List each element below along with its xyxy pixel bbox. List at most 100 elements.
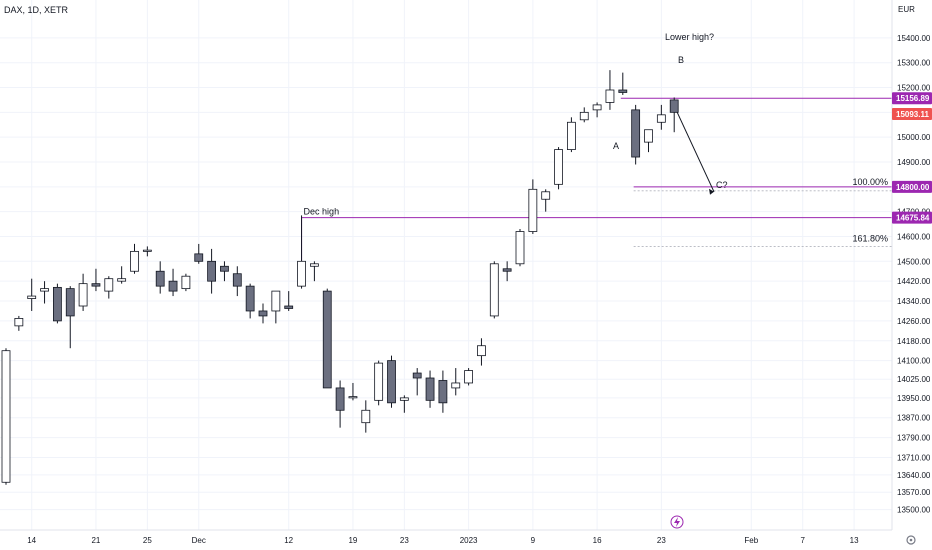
candle-body (232, 273, 242, 287)
time-tick-label: 7 (800, 536, 805, 545)
candle-body (309, 263, 319, 267)
candle-body (669, 99, 679, 113)
candle-body (528, 188, 538, 232)
candle (605, 70, 615, 110)
time-tick-label: Feb (744, 536, 758, 545)
candle (207, 248, 217, 294)
price-badge-fib-100-bg (892, 180, 932, 193)
fib-161-label: 161.80% (852, 233, 888, 243)
price-tick-label: 13640.00 (897, 471, 931, 480)
candle (78, 273, 88, 311)
wave-a-label: A (613, 141, 619, 151)
candle-body (605, 89, 615, 103)
price-tick-label: 14500.00 (897, 257, 931, 266)
price-tick-label: 14420.00 (897, 277, 931, 286)
candle (412, 368, 422, 396)
candle-body (130, 250, 139, 272)
candle (515, 229, 525, 267)
price-tick-label: 13710.00 (897, 453, 931, 462)
candle (438, 370, 448, 413)
candle-body (40, 288, 49, 292)
candle (40, 281, 49, 304)
candle-body (361, 409, 371, 424)
candle (644, 129, 653, 153)
candle (477, 338, 486, 366)
candle (194, 243, 204, 264)
grid (0, 0, 892, 530)
candle-body (374, 362, 384, 401)
price-tick-label: 15200.00 (897, 84, 931, 93)
price-tick-label: 15300.00 (897, 59, 931, 68)
wave-c-label: C? (716, 180, 728, 190)
candle-body (425, 377, 435, 401)
candle (104, 276, 114, 299)
candle (579, 107, 589, 123)
candle (592, 102, 602, 118)
candle-body (142, 249, 152, 252)
candle (451, 368, 461, 396)
candle (297, 215, 306, 289)
price-badge-b-level: 15156.89 (896, 94, 930, 103)
candle-body (387, 360, 396, 404)
candle-body (91, 283, 101, 287)
candle (271, 290, 281, 324)
candle (14, 315, 24, 331)
candle-body (297, 260, 306, 287)
price-tick-label: 14180.00 (897, 337, 931, 346)
candle-body (656, 114, 666, 123)
candle-body (53, 286, 62, 322)
candles (1, 70, 679, 485)
candle-body (1, 350, 11, 483)
price-badge-current: 15093.11 (896, 110, 929, 119)
candle-body (399, 397, 409, 401)
candle-body (104, 278, 114, 292)
lightning-icon[interactable] (670, 515, 684, 529)
time-tick-label: 12 (284, 536, 293, 545)
fib-100-label: 100.00% (852, 177, 888, 187)
price-tick-label: 14340.00 (897, 297, 931, 306)
candle-body (644, 129, 653, 143)
candle-body (464, 370, 474, 384)
price-badge-b-level-bg (892, 92, 932, 105)
candle-body (207, 260, 217, 282)
candle (541, 189, 551, 212)
candle-body (220, 265, 229, 272)
candle-body (567, 121, 576, 150)
candle-body (271, 290, 281, 312)
price-tick-label: 13870.00 (897, 414, 931, 423)
candle-body (477, 345, 486, 357)
time-tick-label: 13 (850, 536, 859, 545)
price-tick-label: 13950.00 (897, 394, 931, 403)
price-tick-label: 14025.00 (897, 375, 931, 384)
candle (554, 147, 563, 190)
candle (631, 104, 641, 165)
price-axis[interactable] (892, 0, 932, 530)
time-tick-label: 23 (657, 536, 666, 545)
dec-high-label: Dec high (304, 207, 340, 217)
candle (181, 273, 191, 292)
price-tick-label: 15400.00 (897, 34, 931, 43)
price-tick-label: 15000.00 (897, 133, 931, 142)
gear-icon[interactable] (906, 535, 916, 545)
candle (142, 246, 152, 257)
candle (309, 261, 319, 282)
time-tick-label: 25 (143, 536, 152, 545)
candle-body (515, 231, 525, 265)
candle-body (155, 270, 165, 287)
candle-body (27, 295, 37, 299)
candle (399, 395, 409, 413)
candle-body (579, 111, 589, 121)
time-tick-label: Dec (192, 536, 206, 545)
time-axis-ticks[interactable]: 14 21 25 Dec 12 19 23 2023 9 16 23 Feb 7 13 (27, 536, 859, 545)
candle-body (348, 396, 358, 399)
time-tick-label: 23 (400, 536, 409, 545)
candle (130, 243, 139, 274)
candle (656, 104, 666, 130)
candle (528, 179, 538, 234)
candle-body (284, 305, 294, 309)
candle-body (78, 283, 88, 307)
candle-body (451, 382, 461, 389)
candle (1, 348, 11, 485)
price-tick-label: 14900.00 (897, 158, 931, 167)
